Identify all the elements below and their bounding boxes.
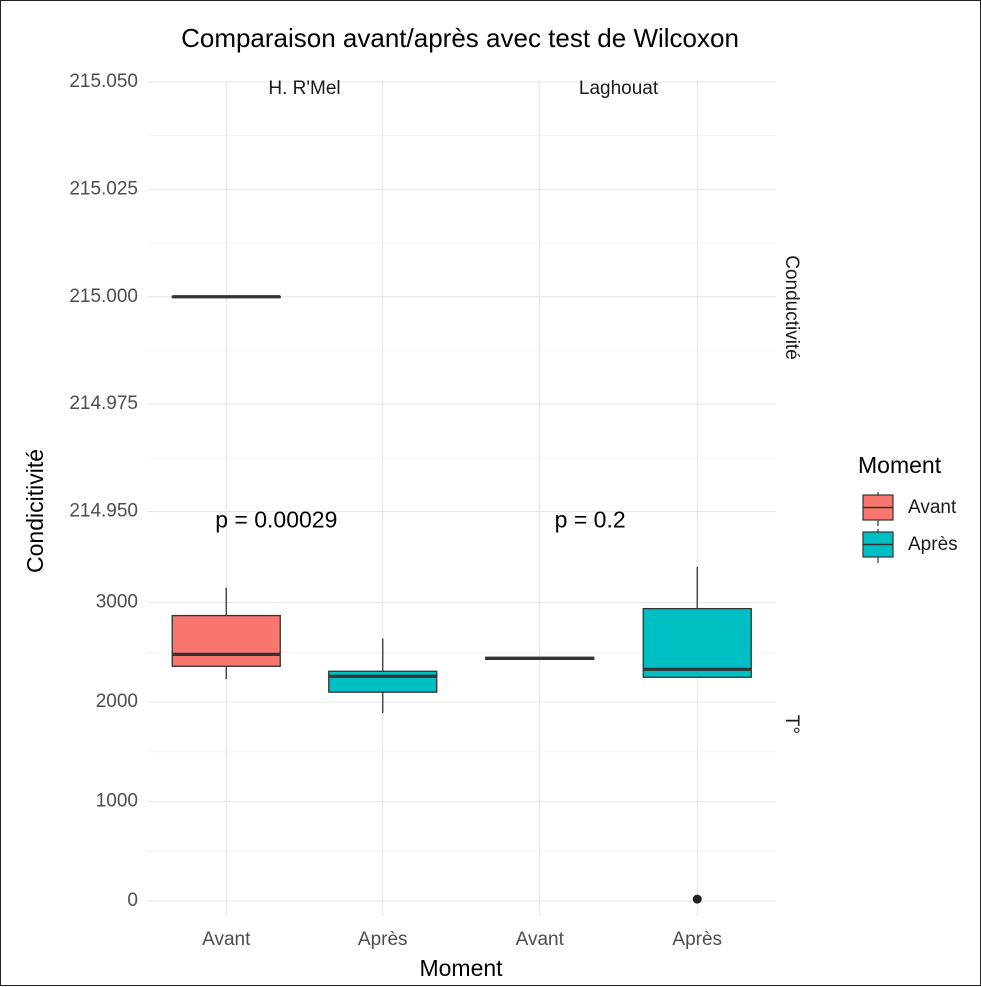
y-tick-label: 2000: [96, 691, 138, 712]
x-tick-label: Après: [672, 929, 722, 950]
x-tick-label: Avant: [202, 929, 251, 950]
y-tick-label: 215.000: [69, 286, 138, 307]
y-tick-label: 215.025: [69, 178, 138, 199]
x-tick-label: Après: [358, 929, 408, 950]
y-tick-label: 214.950: [69, 501, 138, 522]
y-tick-label: 1000: [96, 791, 138, 812]
row-strip-conductivit: Conductivité: [781, 255, 802, 360]
box-h-r-mel-t-avant-iqr: [171, 614, 281, 667]
y-tick-label: 214.975: [69, 393, 138, 414]
y-axis-title: Condicitivité: [22, 449, 48, 573]
chart-title: Comparaison avant/après avec test de Wil…: [181, 23, 739, 53]
box-h-r-mel-t-apr-s-iqr: [328, 670, 438, 693]
p-value-h-r-mel: p = 0.00029: [215, 506, 337, 532]
x-axis-title: Moment: [419, 955, 503, 981]
legend-label-avant: Avant: [908, 497, 957, 518]
legend-label-apr-s: Après: [908, 534, 958, 555]
box-laghouat-t-apr-s-outlier: [692, 894, 702, 904]
column-strip-laghouat: Laghouat: [579, 78, 659, 99]
box-laghouat-t-apr-s-iqr: [642, 607, 752, 678]
row-strip-t: T°: [781, 715, 802, 734]
x-tick-label: Avant: [516, 929, 565, 950]
y-tick-label: 3000: [96, 592, 138, 613]
legend-title: Moment: [858, 452, 942, 478]
p-value-laghouat: p = 0.2: [555, 506, 626, 532]
column-strip-h-r-mel: H. R'Mel: [268, 78, 340, 99]
y-tick-label: 0: [127, 890, 138, 911]
y-tick-label: 215.050: [69, 71, 138, 92]
